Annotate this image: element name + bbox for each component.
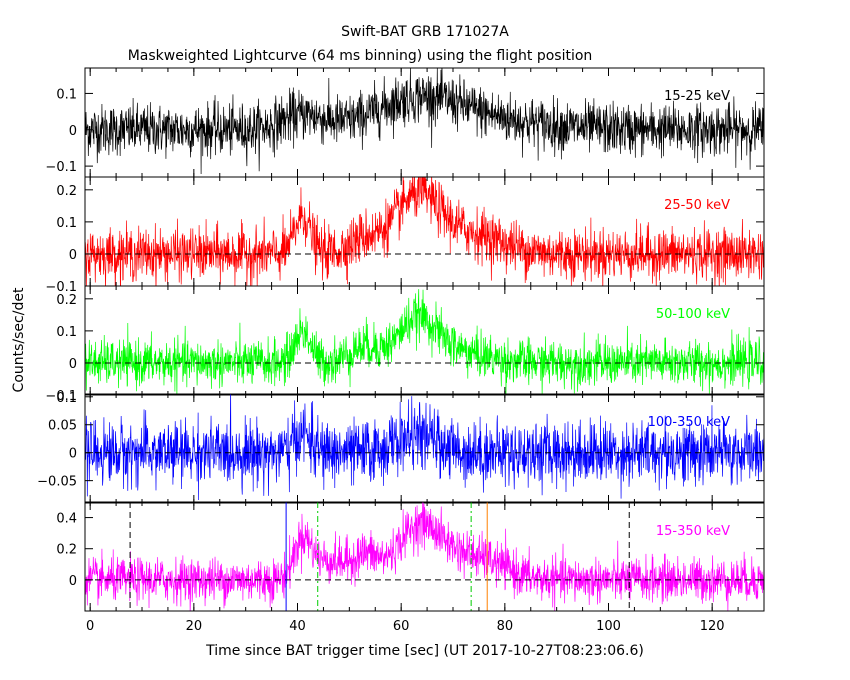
y-tick-label: 0.2 xyxy=(56,184,77,199)
y-tick-label: 0.05 xyxy=(48,419,77,434)
y-tick-label: 0.2 xyxy=(56,293,77,308)
y-tick-label: 0.1 xyxy=(56,216,77,231)
y-tick-label: −0.05 xyxy=(37,475,77,490)
y-tick-label: 0 xyxy=(69,357,77,372)
x-tick-label: 100 xyxy=(596,619,621,634)
x-tick-label: 80 xyxy=(497,619,514,634)
panel-frame xyxy=(84,393,765,504)
chart-title: Swift-BAT GRB 171027A xyxy=(341,24,509,40)
x-tick-label: 20 xyxy=(186,619,203,634)
panel-4: 0.4 0.2 0 15-350 keV xyxy=(56,501,765,612)
y-tick-label: −0.1 xyxy=(45,160,77,175)
chart-subtitle: Maskweighted Lightcurve (64 ms binning) … xyxy=(128,48,593,64)
x-tick-label: 0 xyxy=(86,619,94,634)
lightcurve-series-0 xyxy=(85,68,764,175)
y-tick-label: −0.1 xyxy=(45,280,77,295)
x-axis-label: Time since BAT trigger time [sec] (UT 20… xyxy=(205,643,644,659)
y-tick-label: 0.4 xyxy=(56,512,77,527)
band-label-2: 50-100 keV xyxy=(656,307,730,322)
y-tick-label: 0 xyxy=(69,447,77,462)
y-tick-label: 0.1 xyxy=(56,87,77,102)
lightcurve-series-1 xyxy=(85,177,764,286)
panel-0: 0.1 0 −0.1 15-25 keV xyxy=(45,67,765,178)
lightcurve-series-3 xyxy=(85,394,764,501)
band-label-4: 15-350 keV xyxy=(656,524,730,539)
band-label-3: 100-350 keV xyxy=(648,415,731,430)
panel-2: 0.2 0.1 0 −0.1 50-100 keV xyxy=(45,285,765,404)
lightcurve-series-4 xyxy=(85,502,764,611)
y-tick-label: 0 xyxy=(69,574,77,589)
panel-1: 0.2 0.1 0 −0.1 25-50 keV xyxy=(45,176,765,295)
y-tick-label: 0 xyxy=(69,248,77,263)
panel-frame xyxy=(84,501,765,612)
y-tick-label: 0 xyxy=(69,124,77,139)
panel-frame xyxy=(84,285,765,396)
y-tick-label: 0.1 xyxy=(56,391,77,406)
y-tick-label: 0.2 xyxy=(56,543,77,558)
x-tick-label: 60 xyxy=(393,619,410,634)
lightcurve-series-2 xyxy=(85,289,764,395)
y-axis-label: Counts/sec/det xyxy=(11,287,27,392)
y-tick-label: 0.1 xyxy=(56,325,77,340)
band-label-0: 15-25 keV xyxy=(664,89,730,104)
band-label-1: 25-50 keV xyxy=(664,198,730,213)
y-tick-label: −0.1 xyxy=(45,389,77,404)
x-tick-label: 120 xyxy=(700,619,725,634)
x-tick-label: 40 xyxy=(289,619,306,634)
panel-3: 0.1 0.05 0 −0.05 100-350 keV xyxy=(37,391,765,504)
